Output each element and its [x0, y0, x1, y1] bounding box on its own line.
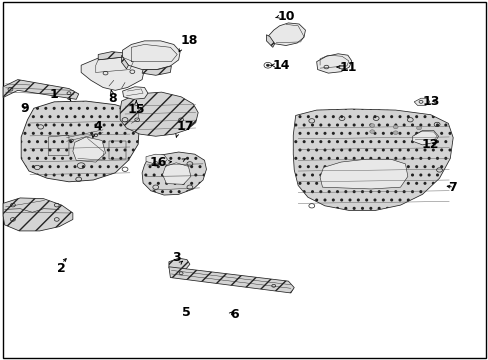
Text: 12: 12 — [421, 138, 439, 150]
Polygon shape — [98, 51, 140, 60]
Text: 5: 5 — [182, 306, 190, 319]
Text: 6: 6 — [229, 308, 238, 321]
Circle shape — [392, 131, 397, 134]
Text: 13: 13 — [421, 95, 439, 108]
Circle shape — [392, 125, 397, 129]
Polygon shape — [267, 23, 305, 45]
Text: 17: 17 — [176, 120, 193, 134]
Polygon shape — [81, 54, 144, 90]
Polygon shape — [3, 198, 73, 231]
Text: 11: 11 — [339, 60, 356, 73]
Text: 3: 3 — [172, 251, 181, 264]
Polygon shape — [142, 66, 171, 75]
Text: 1: 1 — [49, 88, 58, 101]
Polygon shape — [120, 92, 198, 136]
Polygon shape — [21, 101, 140, 182]
Polygon shape — [293, 109, 452, 211]
Polygon shape — [73, 137, 105, 162]
Circle shape — [416, 126, 421, 130]
Text: 2: 2 — [57, 262, 66, 275]
Text: 18: 18 — [180, 34, 197, 47]
Polygon shape — [413, 98, 429, 105]
Polygon shape — [142, 152, 206, 195]
Text: 14: 14 — [272, 59, 290, 72]
Polygon shape — [64, 127, 107, 144]
Text: 9: 9 — [20, 102, 29, 115]
Text: 8: 8 — [108, 92, 117, 105]
Polygon shape — [122, 87, 148, 99]
Polygon shape — [3, 80, 79, 99]
Circle shape — [369, 124, 374, 127]
Polygon shape — [412, 131, 438, 145]
Text: 4: 4 — [93, 120, 102, 134]
Circle shape — [369, 130, 374, 134]
Text: 7: 7 — [447, 181, 456, 194]
Polygon shape — [168, 258, 189, 270]
Polygon shape — [162, 163, 190, 184]
Text: 10: 10 — [277, 10, 295, 23]
Polygon shape — [122, 55, 128, 69]
Polygon shape — [168, 267, 294, 293]
Polygon shape — [122, 41, 180, 69]
Polygon shape — [266, 35, 274, 47]
Polygon shape — [316, 54, 351, 73]
Polygon shape — [320, 159, 407, 189]
Text: 16: 16 — [149, 156, 166, 168]
Polygon shape — [146, 154, 167, 164]
Circle shape — [266, 64, 269, 66]
Text: 15: 15 — [127, 103, 145, 116]
